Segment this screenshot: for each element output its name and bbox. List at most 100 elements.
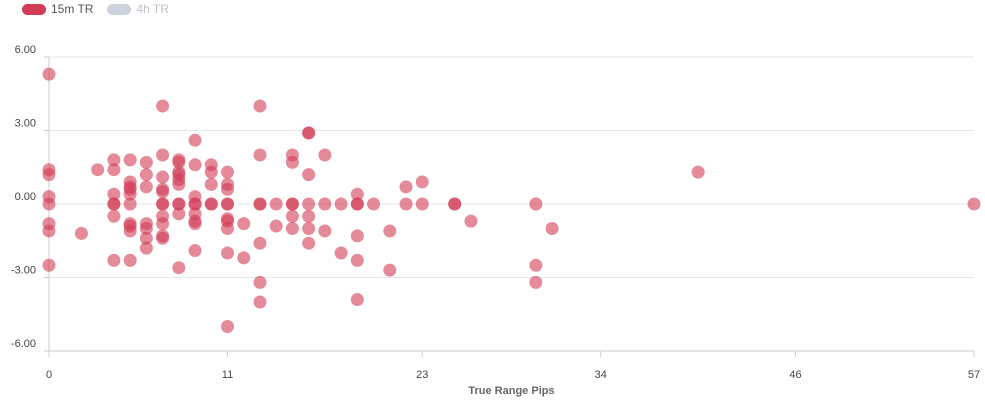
- data-point[interactable]: [350, 253, 364, 267]
- data-point[interactable]: [156, 185, 170, 199]
- data-point[interactable]: [123, 253, 137, 267]
- data-point[interactable]: [42, 168, 56, 182]
- data-point[interactable]: [302, 209, 316, 223]
- data-point[interactable]: [350, 229, 364, 243]
- data-point[interactable]: [967, 197, 981, 211]
- data-point[interactable]: [74, 226, 88, 240]
- data-point[interactable]: [188, 158, 202, 172]
- data-point[interactable]: [399, 180, 413, 194]
- data-point[interactable]: [107, 253, 121, 267]
- data-point[interactable]: [42, 258, 56, 272]
- data-point[interactable]: [156, 148, 170, 162]
- y-tick-label: -6.00: [11, 338, 36, 350]
- data-point[interactable]: [334, 197, 348, 211]
- data-point[interactable]: [221, 320, 235, 333]
- data-point[interactable]: [285, 155, 299, 169]
- data-point[interactable]: [253, 275, 267, 289]
- data-point[interactable]: [139, 155, 153, 169]
- chart-axes: 6.00 3.00 0.00 -3.00 -6.00 0 11 23 34 46 57: [11, 44, 980, 381]
- data-point[interactable]: [253, 99, 267, 113]
- data-point[interactable]: [302, 236, 316, 250]
- data-point[interactable]: [253, 236, 267, 250]
- data-point[interactable]: [107, 209, 121, 223]
- data-point[interactable]: [188, 244, 202, 258]
- data-point[interactable]: [172, 177, 186, 191]
- data-point[interactable]: [367, 197, 381, 211]
- data-point[interactable]: [318, 197, 332, 211]
- data-point[interactable]: [204, 165, 218, 179]
- legend-item-4h-tr[interactable]: 4h TR: [107, 2, 169, 16]
- data-point[interactable]: [123, 187, 137, 201]
- data-point[interactable]: [545, 222, 559, 235]
- data-point[interactable]: [269, 219, 283, 233]
- data-point[interactable]: [156, 170, 170, 184]
- data-point[interactable]: [156, 217, 170, 231]
- data-point[interactable]: [529, 197, 543, 211]
- data-point[interactable]: [172, 261, 186, 275]
- data-point[interactable]: [383, 224, 397, 238]
- data-point[interactable]: [139, 241, 153, 255]
- data-point[interactable]: [253, 148, 267, 162]
- data-point[interactable]: [91, 163, 105, 177]
- data-point[interactable]: [42, 197, 56, 211]
- data-point[interactable]: [123, 224, 137, 238]
- data-point[interactable]: [221, 222, 235, 235]
- data-point[interactable]: [269, 197, 283, 211]
- data-point[interactable]: [188, 197, 202, 211]
- data-point[interactable]: [188, 133, 202, 147]
- data-point[interactable]: [42, 67, 56, 81]
- data-point[interactable]: [383, 263, 397, 277]
- data-point[interactable]: [302, 197, 316, 211]
- data-point[interactable]: [448, 197, 462, 211]
- chart-legend: 15m TR 4h TR: [22, 2, 169, 16]
- data-point[interactable]: [139, 222, 153, 235]
- data-point[interactable]: [237, 217, 251, 231]
- data-point[interactable]: [350, 197, 364, 211]
- data-point[interactable]: [691, 165, 705, 179]
- data-point[interactable]: [285, 209, 299, 223]
- data-point[interactable]: [107, 153, 121, 167]
- data-point[interactable]: [172, 197, 186, 211]
- data-point[interactable]: [204, 197, 218, 211]
- data-point[interactable]: [221, 165, 235, 179]
- data-point[interactable]: [302, 168, 316, 182]
- data-point[interactable]: [107, 163, 121, 177]
- data-point[interactable]: [415, 197, 429, 211]
- data-point[interactable]: [415, 175, 429, 189]
- data-point[interactable]: [188, 217, 202, 231]
- data-point[interactable]: [529, 275, 543, 289]
- data-point[interactable]: [302, 126, 316, 140]
- data-point[interactable]: [237, 251, 251, 265]
- data-point[interactable]: [334, 246, 348, 260]
- data-point[interactable]: [350, 187, 364, 201]
- data-point[interactable]: [123, 153, 137, 167]
- data-point[interactable]: [139, 180, 153, 194]
- data-point[interactable]: [156, 99, 170, 113]
- data-point[interactable]: [172, 155, 186, 169]
- data-point[interactable]: [221, 182, 235, 196]
- data-point[interactable]: [123, 197, 137, 211]
- data-point[interactable]: [350, 293, 364, 307]
- data-point[interactable]: [221, 197, 235, 211]
- data-point[interactable]: [318, 148, 332, 162]
- data-point[interactable]: [107, 197, 121, 211]
- data-point[interactable]: [107, 187, 121, 201]
- data-point[interactable]: [42, 224, 56, 238]
- legend-item-15m-tr[interactable]: 15m TR: [22, 2, 93, 16]
- data-point[interactable]: [172, 207, 186, 221]
- data-point[interactable]: [285, 222, 299, 235]
- data-point[interactable]: [139, 231, 153, 245]
- data-point[interactable]: [156, 231, 170, 245]
- data-point[interactable]: [221, 246, 235, 260]
- data-point[interactable]: [464, 214, 478, 228]
- data-point[interactable]: [318, 224, 332, 238]
- data-point[interactable]: [204, 177, 218, 191]
- data-point[interactable]: [253, 295, 267, 309]
- data-point[interactable]: [139, 168, 153, 182]
- data-point[interactable]: [156, 197, 170, 211]
- data-point[interactable]: [399, 197, 413, 211]
- data-point[interactable]: [529, 258, 543, 272]
- data-point[interactable]: [302, 222, 316, 235]
- data-point[interactable]: [253, 197, 267, 211]
- data-point[interactable]: [285, 197, 299, 211]
